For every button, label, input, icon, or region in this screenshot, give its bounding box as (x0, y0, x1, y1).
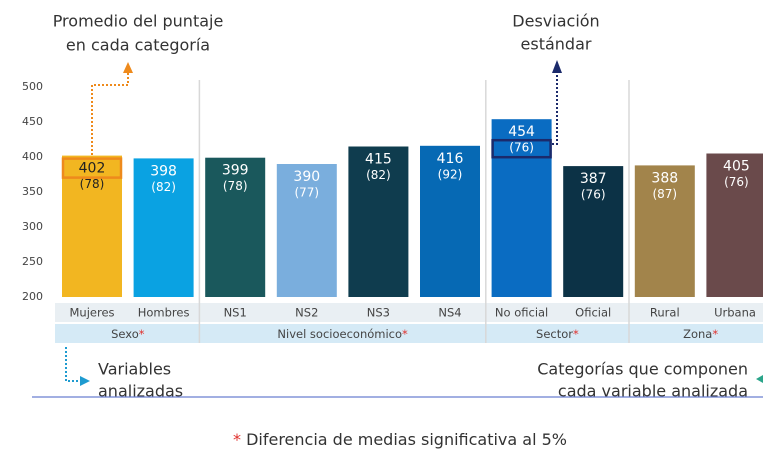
value-label: 402 (79, 161, 106, 177)
std-dev-label: (76) (509, 141, 534, 155)
arrowhead (552, 60, 562, 73)
bar (634, 165, 695, 297)
std-dev-label: (92) (438, 167, 463, 181)
group-mark: * (573, 327, 579, 341)
annotation: analizadas (98, 382, 183, 401)
arrowhead (123, 62, 133, 73)
bar (276, 164, 337, 297)
group-label: Sector* (536, 327, 579, 341)
y-tick-label: 200 (22, 290, 43, 303)
value-label: 388 (651, 170, 678, 186)
group-mark: * (402, 327, 408, 341)
std-dev-label: (76) (724, 175, 749, 189)
std-dev-label: (77) (294, 186, 319, 200)
value-label: 416 (437, 151, 464, 167)
bar (563, 166, 624, 297)
annotation: Promedio del puntaje (53, 12, 224, 31)
group-mark: * (139, 327, 145, 341)
bar (205, 157, 266, 297)
annotation: Categorías que componen (537, 360, 748, 379)
value-label: 390 (293, 169, 320, 185)
std-dev-label: (82) (151, 180, 176, 194)
highlight (491, 138, 552, 159)
bar (62, 155, 122, 297)
group-label: Nivel socioeconómico* (277, 327, 408, 341)
group-name: Sexo (111, 327, 139, 341)
highlight (61, 157, 123, 179)
annotation: Desviación (512, 12, 599, 31)
x-tick-label: Hombres (138, 306, 190, 320)
x-tick-label: NS2 (295, 306, 318, 320)
x-tick-label: NS1 (224, 306, 247, 320)
group-label: Sexo* (111, 327, 145, 341)
value-label: 454 (508, 124, 535, 140)
category-band (55, 303, 763, 322)
std-dev-label: (78) (80, 177, 105, 191)
y-tick-label: 300 (22, 220, 43, 233)
annotation: Variables (98, 360, 171, 379)
annotation: cada variable analizada (558, 382, 748, 401)
y-tick-label: 500 (22, 80, 43, 93)
x-tick-label: Mujeres (69, 306, 114, 320)
bar (133, 158, 194, 297)
group-name: Zona (683, 327, 712, 341)
x-tick-label: Rural (650, 306, 680, 320)
group-mark: * (712, 327, 718, 341)
std-dev-label: (82) (366, 168, 391, 182)
annotation: en cada categoría (66, 36, 210, 55)
group-band (55, 324, 763, 343)
bar (491, 119, 552, 297)
group-name: Nivel socioeconómico (277, 327, 402, 341)
bar (420, 145, 480, 297)
x-tick-label: Oficial (575, 306, 611, 320)
std-dev-label: (87) (652, 187, 677, 201)
bar (706, 153, 763, 297)
group-label: Zona* (683, 327, 718, 341)
footnote: * Diferencia de medias significativa al … (233, 430, 567, 449)
pointer (552, 72, 558, 145)
footnote-mark: * (233, 430, 241, 449)
value-label: 415 (365, 152, 392, 168)
value-label: 405 (723, 159, 750, 175)
annotation: estándar (521, 35, 592, 54)
x-tick-label: NS3 (367, 306, 390, 320)
arrowhead (756, 375, 763, 383)
bar (348, 146, 409, 297)
pointer (65, 347, 80, 382)
std-dev-label: (78) (223, 179, 248, 193)
footnote-text: Diferencia de medias significativa al 5% (246, 430, 567, 449)
x-tick-label: No oficial (495, 306, 548, 320)
y-tick-label: 450 (22, 115, 43, 128)
group-name: Sector (536, 327, 573, 341)
y-tick-label: 350 (22, 185, 43, 198)
pointer (91, 72, 129, 155)
value-label: 387 (580, 171, 607, 187)
std-dev-label: (76) (581, 188, 606, 202)
x-tick-label: Urbana (714, 306, 756, 320)
y-tick-label: 400 (22, 150, 43, 163)
value-label: 399 (222, 163, 249, 179)
x-tick-label: NS4 (438, 306, 461, 320)
arrowhead (80, 376, 90, 386)
value-label: 398 (150, 163, 177, 179)
y-tick-label: 250 (22, 255, 43, 268)
